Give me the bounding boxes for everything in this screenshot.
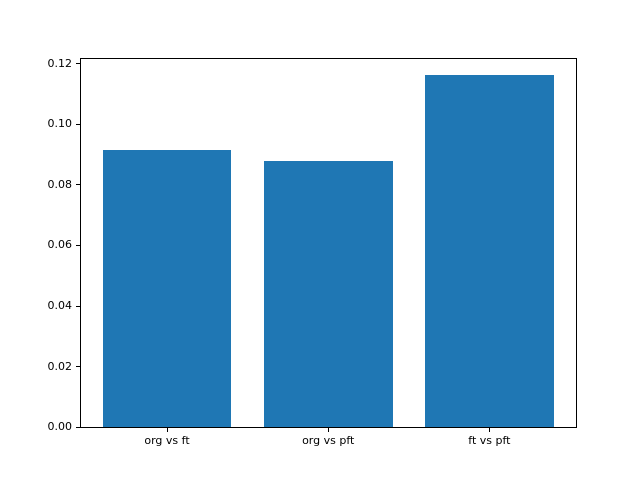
x-tick-label: ft vs pft <box>468 434 511 448</box>
y-tick-label: 0.06 <box>47 238 73 252</box>
y-tick-label: 0.10 <box>47 117 73 131</box>
x-tick-mark <box>488 428 490 433</box>
y-tick-label: 0.00 <box>47 420 73 434</box>
bar-3 <box>424 75 554 428</box>
x-tick-mark <box>327 428 329 433</box>
y-tick-mark <box>76 366 80 368</box>
y-tick-mark <box>76 426 80 428</box>
bar-2 <box>263 161 393 428</box>
y-tick-mark <box>76 305 80 307</box>
x-tick-mark <box>166 428 168 433</box>
y-tick-label: 0.12 <box>47 56 73 70</box>
y-tick-mark <box>76 244 80 246</box>
x-tick-label: org vs pft <box>302 434 355 448</box>
y-tick-mark <box>76 123 80 125</box>
y-tick-label: 0.08 <box>47 177 73 191</box>
y-tick-mark <box>76 63 80 65</box>
y-tick-label: 0.04 <box>47 299 73 312</box>
y-tick-label: 0.02 <box>47 359 73 373</box>
x-tick-label: org vs ft <box>144 434 190 448</box>
bar-1 <box>102 149 232 428</box>
y-tick-mark <box>76 184 80 186</box>
